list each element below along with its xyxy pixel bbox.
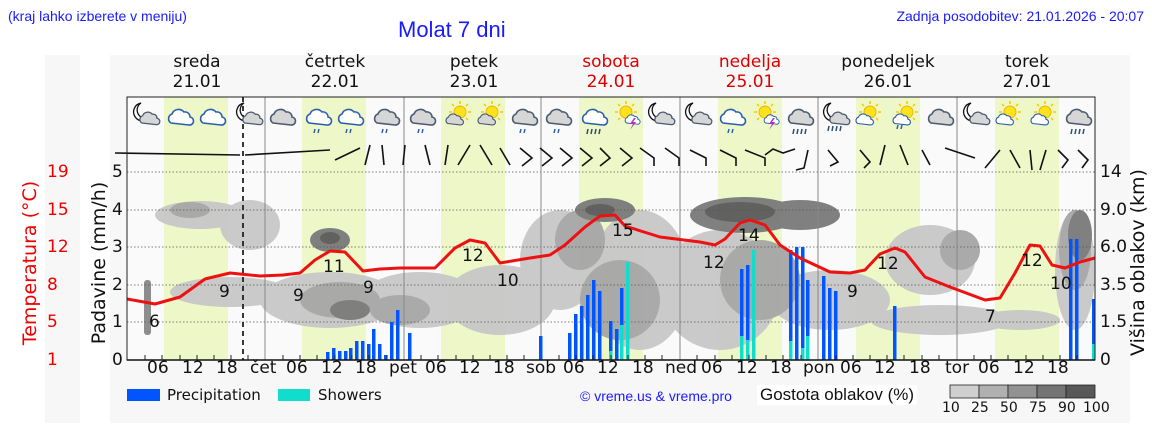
cloud-density-label: Gostota oblakov (%) [757,385,918,405]
temp-tick-8: 8 [47,275,58,295]
copyright-link[interactable]: © vreme.us & vreme.pro [580,388,732,404]
wind-barbs [114,144,1090,171]
day-header-7: torek 27.01 [1002,52,1052,92]
temp-tick-5: 5 [47,312,58,332]
day-header-3: petek 23.01 [449,52,499,92]
svg-text:10: 10 [497,271,519,291]
day-header-5: nedelja 25.01 [718,52,782,92]
x-12: 12 [1013,358,1035,378]
svg-text:12: 12 [877,254,899,274]
x-18: 18 [1047,358,1069,378]
cloud-tick-3-5: 3.5 [1100,275,1128,295]
scale-10: 10 [942,400,960,416]
cloud-tick-9: 9.0 [1100,200,1128,220]
svg-text:12: 12 [703,253,725,273]
temp-tick-19: 19 [47,162,69,182]
precipitation-axis-label: Padavine (mm/h) [88,181,110,345]
x-06: 06 [425,358,447,378]
svg-text:9: 9 [363,278,374,298]
temp-tick-1: 1 [47,350,58,370]
cloud-density-map [144,197,1095,350]
temp-tick-15: 15 [47,200,69,220]
svg-text:15: 15 [612,221,634,241]
precip-tick-4: 4 [112,200,123,220]
cloud-tick-0: 0 [1100,350,1111,370]
x-12: 12 [459,358,481,378]
svg-text:14: 14 [738,226,760,246]
x-12: 12 [182,358,204,378]
shower-bars [609,250,1095,360]
scale-50: 50 [1000,400,1018,416]
x-18: 18 [632,358,654,378]
x-06: 06 [701,358,723,378]
temperature-line [126,213,1096,306]
last-update: Zadnja posodobitev: 21.01.2026 - 20:07 [896,8,1144,24]
precip-tick-5: 5 [112,162,123,182]
precipitation-bars [326,239,1095,360]
x-day-thu: čet [250,358,277,378]
legend-showers-swatch [278,389,310,401]
x-day-sat: sob [526,358,557,378]
svg-text:11: 11 [323,257,345,277]
svg-text:7: 7 [985,307,996,327]
precip-tick-3: 3 [112,237,123,257]
x-12: 12 [597,358,619,378]
x-06: 06 [978,358,1000,378]
cloud-tick-14: 14 [1100,162,1122,182]
legend-precipitation-label: Precipitation [167,386,261,404]
svg-text:9: 9 [293,286,304,306]
x-18: 18 [493,358,515,378]
x-06: 06 [147,358,169,378]
cloud-tick-1-5: 1.5 [1100,312,1128,332]
temperature-axis-panel [45,55,80,423]
x-day-sun: ned [665,358,698,378]
svg-text:10: 10 [1050,274,1072,294]
scale-75: 75 [1029,400,1047,416]
x-day-tue: tor [945,358,970,378]
x-18: 18 [909,358,931,378]
legend-showers-label: Showers [318,386,382,404]
cloud-density-scale [949,384,1096,399]
day-header-1: sreda 21.01 [172,52,222,92]
svg-text:9: 9 [219,282,230,302]
precip-tick-2: 2 [112,275,123,295]
location-menu-hint[interactable]: (kraj lahko izberete v meniju) [8,8,187,24]
svg-text:12: 12 [462,246,484,266]
svg-text:9: 9 [847,282,858,302]
day-header-2: četrtek 22.01 [304,52,366,92]
x-18: 18 [355,358,377,378]
day-header-6: ponedeljek 26.01 [841,52,935,92]
legend-precipitation-swatch [127,389,160,401]
svg-text:6: 6 [149,312,160,332]
temperature-labels: 6 9 9 11 9 12 10 15 12 14 9 12 7 12 10 [149,221,1072,332]
x-12: 12 [874,358,896,378]
x-12: 12 [736,358,758,378]
temperature-axis-label: Temperatura (°C) [19,180,41,346]
scale-90: 90 [1058,400,1076,416]
page-title: Molat 7 dni [398,17,506,42]
temp-tick-12: 12 [47,237,69,257]
x-06: 06 [563,358,585,378]
cloud-tick-6: 6.0 [1100,237,1128,257]
scale-100: 100 [1083,400,1110,416]
precip-tick-1: 1 [112,312,123,332]
x-12: 12 [321,358,343,378]
x-18: 18 [216,358,238,378]
x-06: 06 [840,358,862,378]
svg-text:12: 12 [1021,251,1043,271]
x-day-fri: pet [389,358,417,378]
scale-25: 25 [971,400,989,416]
x-06: 06 [286,358,308,378]
cloud-height-axis-label: Višina oblakov (km) [1127,169,1149,356]
x-18: 18 [770,358,792,378]
hour-ticks [144,355,1078,360]
x-day-mon: pon [803,358,835,378]
day-header-4: sobota 24.01 [582,52,640,92]
precip-tick-0: 0 [112,350,123,370]
day-separators [264,97,958,360]
